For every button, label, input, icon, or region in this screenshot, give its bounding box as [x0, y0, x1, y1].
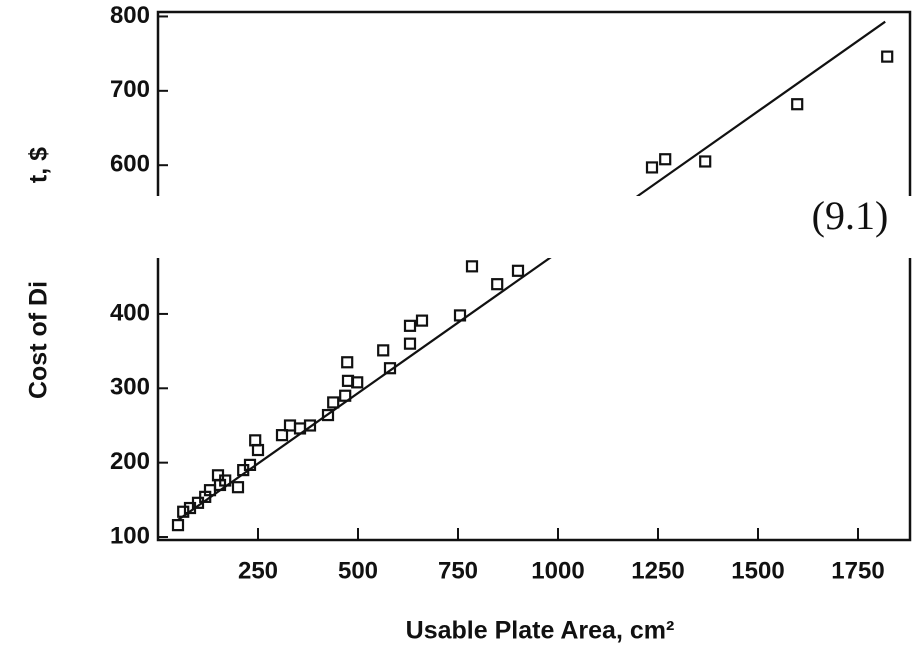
- y-tick-label: 800: [110, 2, 150, 29]
- y-tick-label: 700: [110, 76, 150, 103]
- data-point: [700, 156, 710, 166]
- data-point: [378, 345, 388, 355]
- fit-line: [178, 22, 885, 520]
- y-axis-label: t, $: [25, 147, 53, 183]
- plot-frame: [158, 12, 910, 540]
- x-tick-label: 500: [338, 557, 378, 584]
- x-axis-label: Usable Plate Area, cm²: [406, 617, 675, 645]
- chart: 100 200 300 400 600 700 800 250 500 750 1000 1250 15…: [0, 0, 923, 647]
- data-point: [253, 445, 263, 455]
- annotation: (9.1): [812, 193, 889, 238]
- y-tick-label: 400: [110, 299, 150, 326]
- data-point: [882, 52, 892, 62]
- data-point: [173, 520, 183, 530]
- x-tick-label: 1000: [531, 557, 584, 584]
- y-tick-label: 100: [110, 522, 150, 549]
- x-tick-label: 1250: [631, 557, 684, 584]
- data-point: [792, 99, 802, 109]
- data-point: [405, 321, 415, 331]
- y-tick-label: 600: [110, 151, 150, 178]
- data-point: [513, 266, 523, 276]
- x-tick-label: 1750: [831, 557, 884, 584]
- y-tick-label: 300: [110, 374, 150, 401]
- y-axis-label: Cost of Di: [25, 281, 53, 399]
- x-tick-label: 1500: [731, 557, 784, 584]
- data-point: [233, 482, 243, 492]
- data-point: [492, 279, 502, 289]
- data-point: [277, 430, 287, 440]
- data-point: [647, 162, 657, 172]
- y-tick-label: 200: [110, 448, 150, 475]
- data-point: [250, 435, 260, 445]
- occluder: [155, 196, 923, 258]
- x-tick-label: 750: [438, 557, 478, 584]
- data-point: [405, 339, 415, 349]
- data-point: [660, 154, 670, 164]
- data-point: [285, 420, 295, 430]
- data-point: [417, 316, 427, 326]
- data-point: [342, 357, 352, 367]
- x-tick-label: 250: [238, 557, 278, 584]
- data-point: [467, 261, 477, 271]
- data-point: [328, 397, 338, 407]
